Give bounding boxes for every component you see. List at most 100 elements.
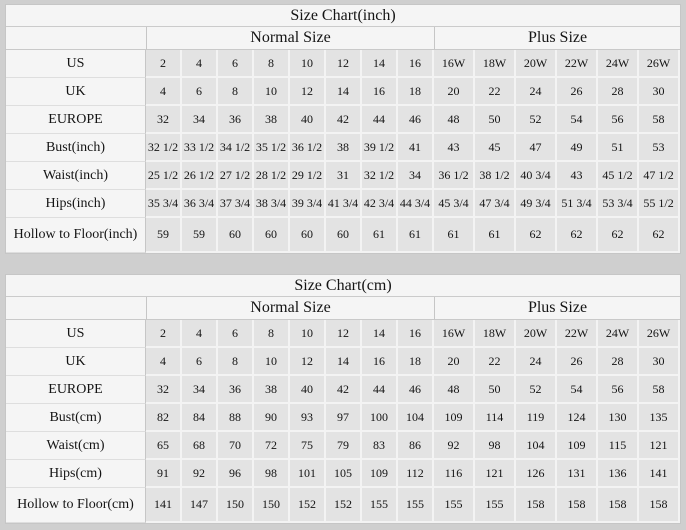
size-value-cell: 6 xyxy=(218,50,254,78)
row-label: EUROPE xyxy=(6,376,146,404)
size-chart-inch-table: Size Chart(inch) Normal Size Plus Size US 2 4… xyxy=(5,4,682,254)
table-row: UK 4 6 8 10 12 14 16 18 20 22 24 26 28 30 xyxy=(6,78,681,106)
table-title-row: Size Chart(inch) xyxy=(6,5,681,27)
size-value-cell: 28 1/2 xyxy=(254,162,290,190)
size-value-cell: 115 xyxy=(598,432,639,460)
table-title: Size Chart(cm) xyxy=(6,275,681,297)
size-value-cell: 43 xyxy=(557,162,598,190)
size-value-cell: 62 xyxy=(639,218,681,253)
size-value-cell: 92 xyxy=(182,460,218,488)
row-label: US xyxy=(6,320,146,348)
size-value-cell: 16 xyxy=(362,348,398,376)
size-value-cell: 109 xyxy=(557,432,598,460)
size-value-cell: 20W xyxy=(516,320,557,348)
size-group-header-row: Normal Size Plus Size xyxy=(6,297,681,320)
table-row: US 2 4 6 8 10 12 14 16 16W 18W 20W 22W 24W 26W xyxy=(6,50,681,78)
size-value-cell: 126 xyxy=(516,460,557,488)
size-value-cell: 100 xyxy=(362,404,398,432)
size-value-cell: 16W xyxy=(434,320,475,348)
size-value-cell: 47 1/2 xyxy=(639,162,681,190)
size-value-cell: 53 xyxy=(639,134,681,162)
size-value-cell: 141 xyxy=(639,460,681,488)
table-row: EUROPE 32 34 36 38 40 42 44 46 48 50 52 54 56 58 xyxy=(6,376,681,404)
size-value-cell: 4 xyxy=(146,78,182,106)
size-value-cell: 47 xyxy=(516,134,557,162)
size-value-cell: 40 xyxy=(290,106,326,134)
size-value-cell: 22W xyxy=(557,50,598,78)
size-value-cell: 101 xyxy=(290,460,326,488)
size-value-cell: 24 xyxy=(516,78,557,106)
size-value-cell: 24W xyxy=(598,320,639,348)
size-value-cell: 14 xyxy=(362,320,398,348)
size-value-cell: 56 xyxy=(598,376,639,404)
size-value-cell: 8 xyxy=(218,78,254,106)
size-value-cell: 32 xyxy=(146,376,182,404)
size-value-cell: 2 xyxy=(146,50,182,78)
row-label: Hips(cm) xyxy=(6,460,146,488)
size-value-cell: 41 xyxy=(398,134,434,162)
row-label: UK xyxy=(6,78,146,106)
size-value-cell: 14 xyxy=(362,50,398,78)
group-header-normal-size: Normal Size xyxy=(146,27,434,50)
size-value-cell: 12 xyxy=(326,320,362,348)
size-value-cell: 44 xyxy=(362,376,398,404)
size-value-cell: 20 xyxy=(434,348,475,376)
size-value-cell: 59 xyxy=(182,218,218,253)
size-value-cell: 41 3/4 xyxy=(326,190,362,218)
size-value-cell: 48 xyxy=(434,376,475,404)
size-value-cell: 16 xyxy=(362,78,398,106)
size-value-cell: 2 xyxy=(146,320,182,348)
size-value-cell: 52 xyxy=(516,376,557,404)
size-value-cell: 150 xyxy=(254,488,290,523)
size-value-cell: 58 xyxy=(639,376,681,404)
size-value-cell: 155 xyxy=(434,488,475,523)
size-value-cell: 40 xyxy=(290,376,326,404)
size-value-cell: 48 xyxy=(434,106,475,134)
table-title-row: Size Chart(cm) xyxy=(6,275,681,297)
size-value-cell: 12 xyxy=(290,78,326,106)
table-row: Waist(inch) 25 1/2 26 1/2 27 1/2 28 1/2 29 1/… xyxy=(6,162,681,190)
size-value-cell: 155 xyxy=(475,488,516,523)
size-value-cell: 152 xyxy=(290,488,326,523)
table-row: Waist(cm) 65 68 70 72 75 79 83 86 92 98 104 109 115 12… xyxy=(6,432,681,460)
size-value-cell: 98 xyxy=(475,432,516,460)
size-value-cell: 136 xyxy=(598,460,639,488)
row-label: Hips(inch) xyxy=(6,190,146,218)
size-value-cell: 20 xyxy=(434,78,475,106)
size-value-cell: 119 xyxy=(516,404,557,432)
size-value-cell: 60 xyxy=(326,218,362,253)
size-value-cell: 45 xyxy=(475,134,516,162)
size-value-cell: 65 xyxy=(146,432,182,460)
size-value-cell: 44 xyxy=(362,106,398,134)
size-value-cell: 121 xyxy=(639,432,681,460)
size-value-cell: 38 xyxy=(254,106,290,134)
size-value-cell: 38 1/2 xyxy=(475,162,516,190)
size-value-cell: 32 1/2 xyxy=(146,134,182,162)
size-value-cell: 104 xyxy=(516,432,557,460)
size-value-cell: 124 xyxy=(557,404,598,432)
size-value-cell: 37 3/4 xyxy=(218,190,254,218)
size-value-cell: 28 xyxy=(598,348,639,376)
size-value-cell: 60 xyxy=(218,218,254,253)
size-value-cell: 36 1/2 xyxy=(290,134,326,162)
size-value-cell: 90 xyxy=(254,404,290,432)
size-value-cell: 42 xyxy=(326,376,362,404)
size-value-cell: 98 xyxy=(254,460,290,488)
table-row: Hips(inch) 35 3/4 36 3/4 37 3/4 38 3/4 39 3/4… xyxy=(6,190,681,218)
size-value-cell: 47 3/4 xyxy=(475,190,516,218)
row-label: Bust(cm) xyxy=(6,404,146,432)
size-value-cell: 158 xyxy=(557,488,598,523)
size-value-cell: 158 xyxy=(639,488,681,523)
size-value-cell: 28 xyxy=(598,78,639,106)
size-value-cell: 43 xyxy=(434,134,475,162)
table-row: US 2 4 6 8 10 12 14 16 16W 18W 20W 22W 24W 26W xyxy=(6,320,681,348)
size-value-cell: 56 xyxy=(598,106,639,134)
size-value-cell: 62 xyxy=(598,218,639,253)
size-value-cell: 22W xyxy=(557,320,598,348)
size-value-cell: 135 xyxy=(639,404,681,432)
size-value-cell: 36 xyxy=(218,106,254,134)
size-value-cell: 4 xyxy=(146,348,182,376)
size-value-cell: 4 xyxy=(182,320,218,348)
size-value-cell: 79 xyxy=(326,432,362,460)
